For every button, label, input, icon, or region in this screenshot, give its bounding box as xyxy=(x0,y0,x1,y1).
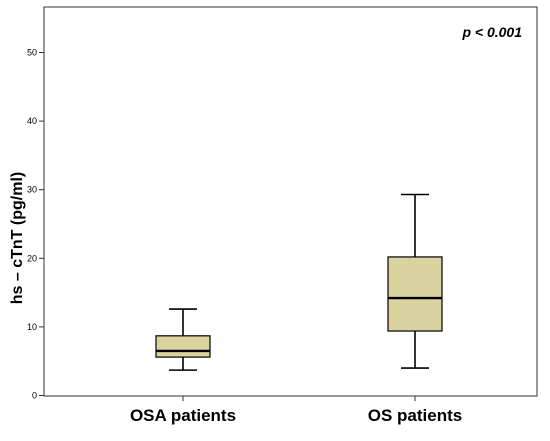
y-tick-label: 10 xyxy=(27,322,37,332)
iqr-box xyxy=(155,335,211,358)
p-value-annotation: p < 0.001 xyxy=(461,24,522,40)
y-axis-title: hs – cTnT (pg/ml) xyxy=(9,172,26,304)
y-tick-label: 0 xyxy=(32,391,37,401)
boxes-group xyxy=(155,193,443,371)
x-axis-ticks: OSA patients OS patients xyxy=(130,396,462,425)
y-tick-label: 30 xyxy=(27,185,37,195)
plot-frame xyxy=(43,6,538,397)
y-tick-label: 50 xyxy=(27,48,37,58)
y-tick-label: 40 xyxy=(27,116,37,126)
box-2 xyxy=(387,193,443,369)
box-1 xyxy=(155,308,211,371)
y-tick-label: 20 xyxy=(27,253,37,263)
x-category-label: OS patients xyxy=(368,406,462,425)
y-axis-ticks: 0 10 20 30 40 50 xyxy=(27,48,44,401)
iqr-box xyxy=(387,256,443,332)
x-category-label: OSA patients xyxy=(130,406,236,425)
